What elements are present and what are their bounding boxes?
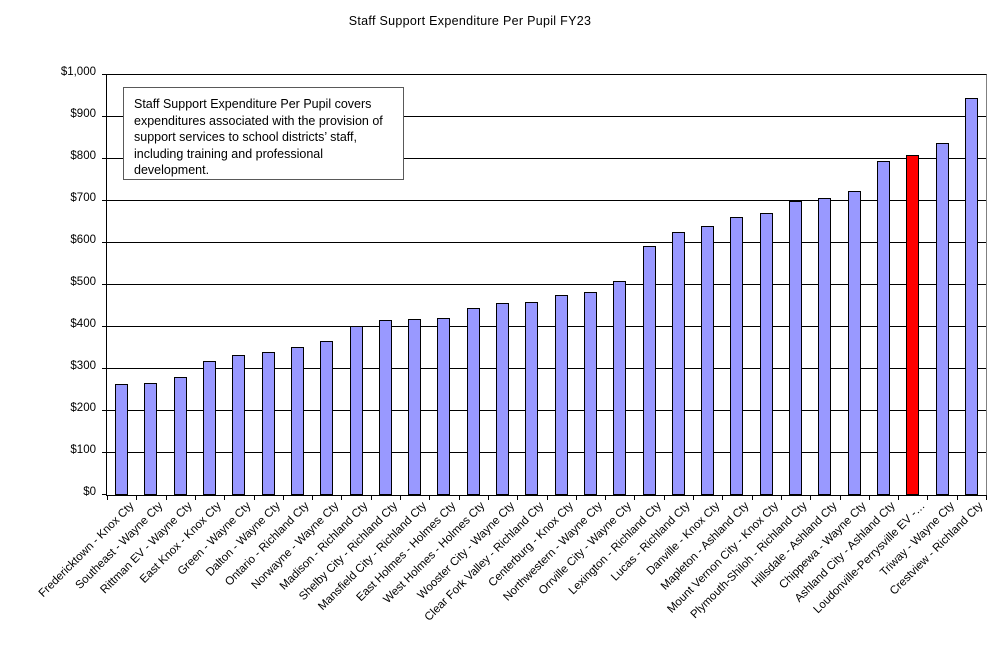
y-axis-label: $800: [70, 150, 96, 162]
x-axis-tick: [839, 495, 841, 500]
x-axis-tick: [810, 495, 812, 500]
x-axis-tick: [253, 495, 255, 500]
y-axis-label: $600: [70, 234, 96, 246]
x-axis-tick: [898, 495, 900, 500]
gridline: [107, 410, 986, 411]
x-axis-tick: [546, 495, 548, 500]
x-axis-tick: [312, 495, 314, 500]
gridline: [107, 452, 986, 453]
x-axis-tick: [370, 495, 372, 500]
bar: [232, 355, 246, 495]
y-axis-tick: [102, 410, 107, 411]
x-axis-tick: [400, 495, 401, 500]
note-box: Staff Support Expenditure Per Pupil cove…: [123, 87, 404, 180]
x-axis-tick: [487, 495, 489, 500]
x-axis-tick: [341, 495, 343, 500]
bar: [466, 308, 480, 495]
x-axis-tick: [780, 495, 782, 500]
y-axis-label: $400: [70, 318, 96, 330]
bar: [935, 143, 949, 495]
y-axis-tick: [102, 494, 107, 495]
bar: [701, 226, 715, 495]
y-axis-label: $1,000: [60, 66, 96, 78]
y-axis-tick: [102, 116, 107, 117]
y-axis-tick: [102, 284, 107, 285]
highlighted-bar: [906, 155, 920, 495]
bar: [730, 216, 744, 495]
bar: [642, 245, 656, 495]
gridline: [107, 116, 986, 117]
gridline: [107, 158, 986, 159]
bar: [349, 325, 363, 495]
x-axis-tick: [693, 495, 694, 500]
x-axis-tick: [634, 495, 636, 500]
bar: [173, 377, 187, 495]
bar: [554, 295, 568, 495]
x-axis-tick: [605, 495, 607, 500]
y-axis-tick: [102, 242, 107, 243]
bar: [847, 190, 861, 495]
y-axis-label: $200: [70, 402, 96, 414]
y-axis-label: $900: [70, 108, 96, 120]
bar: [613, 280, 627, 495]
x-axis-tick: [429, 495, 431, 500]
y-axis-label: $0: [83, 486, 96, 498]
x-axis-tick: [663, 495, 665, 500]
gridline: [107, 326, 986, 327]
note-text: Staff Support Expenditure Per Pupil cove…: [134, 97, 383, 177]
y-axis-tick: [102, 74, 107, 75]
x-axis-tick: [458, 495, 460, 500]
gridline: [107, 242, 986, 243]
y-axis-tick: [102, 452, 107, 453]
y-axis-tick: [102, 368, 107, 369]
gridline: [107, 368, 986, 369]
bar: [408, 319, 422, 495]
bar: [496, 303, 510, 495]
y-axis-tick: [102, 200, 107, 201]
bar: [320, 340, 334, 495]
x-axis-tick: [751, 495, 753, 500]
x-axis-tick: [517, 495, 519, 500]
bar: [583, 292, 597, 495]
bar: [525, 301, 539, 495]
x-axis-tick: [136, 495, 138, 500]
bar: [789, 201, 803, 495]
gridline: [107, 284, 986, 285]
gridline: [107, 200, 986, 201]
y-axis-tick: [102, 158, 107, 159]
bar: [759, 213, 773, 495]
x-axis-tick: [224, 495, 226, 500]
x-axis-tick: [956, 495, 958, 500]
x-axis-tick: [107, 495, 108, 500]
bar: [818, 198, 832, 495]
bar: [964, 98, 978, 495]
x-axis-tick: [575, 495, 577, 500]
x-axis-tick: [165, 495, 167, 500]
y-axis-tick: [102, 326, 107, 327]
y-axis-label: $500: [70, 276, 96, 288]
bar: [261, 352, 275, 495]
chart-title: Staff Support Expenditure Per Pupil FY23: [348, 14, 592, 28]
x-axis-tick: [927, 495, 929, 500]
bar: [203, 361, 217, 495]
bar: [144, 383, 158, 495]
bar: [378, 319, 392, 495]
y-axis-label: $300: [70, 360, 96, 372]
x-axis-tick: [194, 495, 196, 500]
bar: [671, 231, 685, 495]
bar: [290, 346, 304, 495]
x-axis-tick: [986, 495, 987, 500]
x-axis-tick: [868, 495, 870, 500]
x-axis-tick: [722, 495, 724, 500]
x-axis-tick: [282, 495, 284, 500]
bar: [115, 383, 129, 495]
plot-area: [102, 74, 987, 500]
y-axis-label: $100: [70, 444, 96, 456]
bar: [437, 318, 451, 495]
bar: [876, 161, 890, 495]
y-axis-label: $700: [70, 192, 96, 204]
